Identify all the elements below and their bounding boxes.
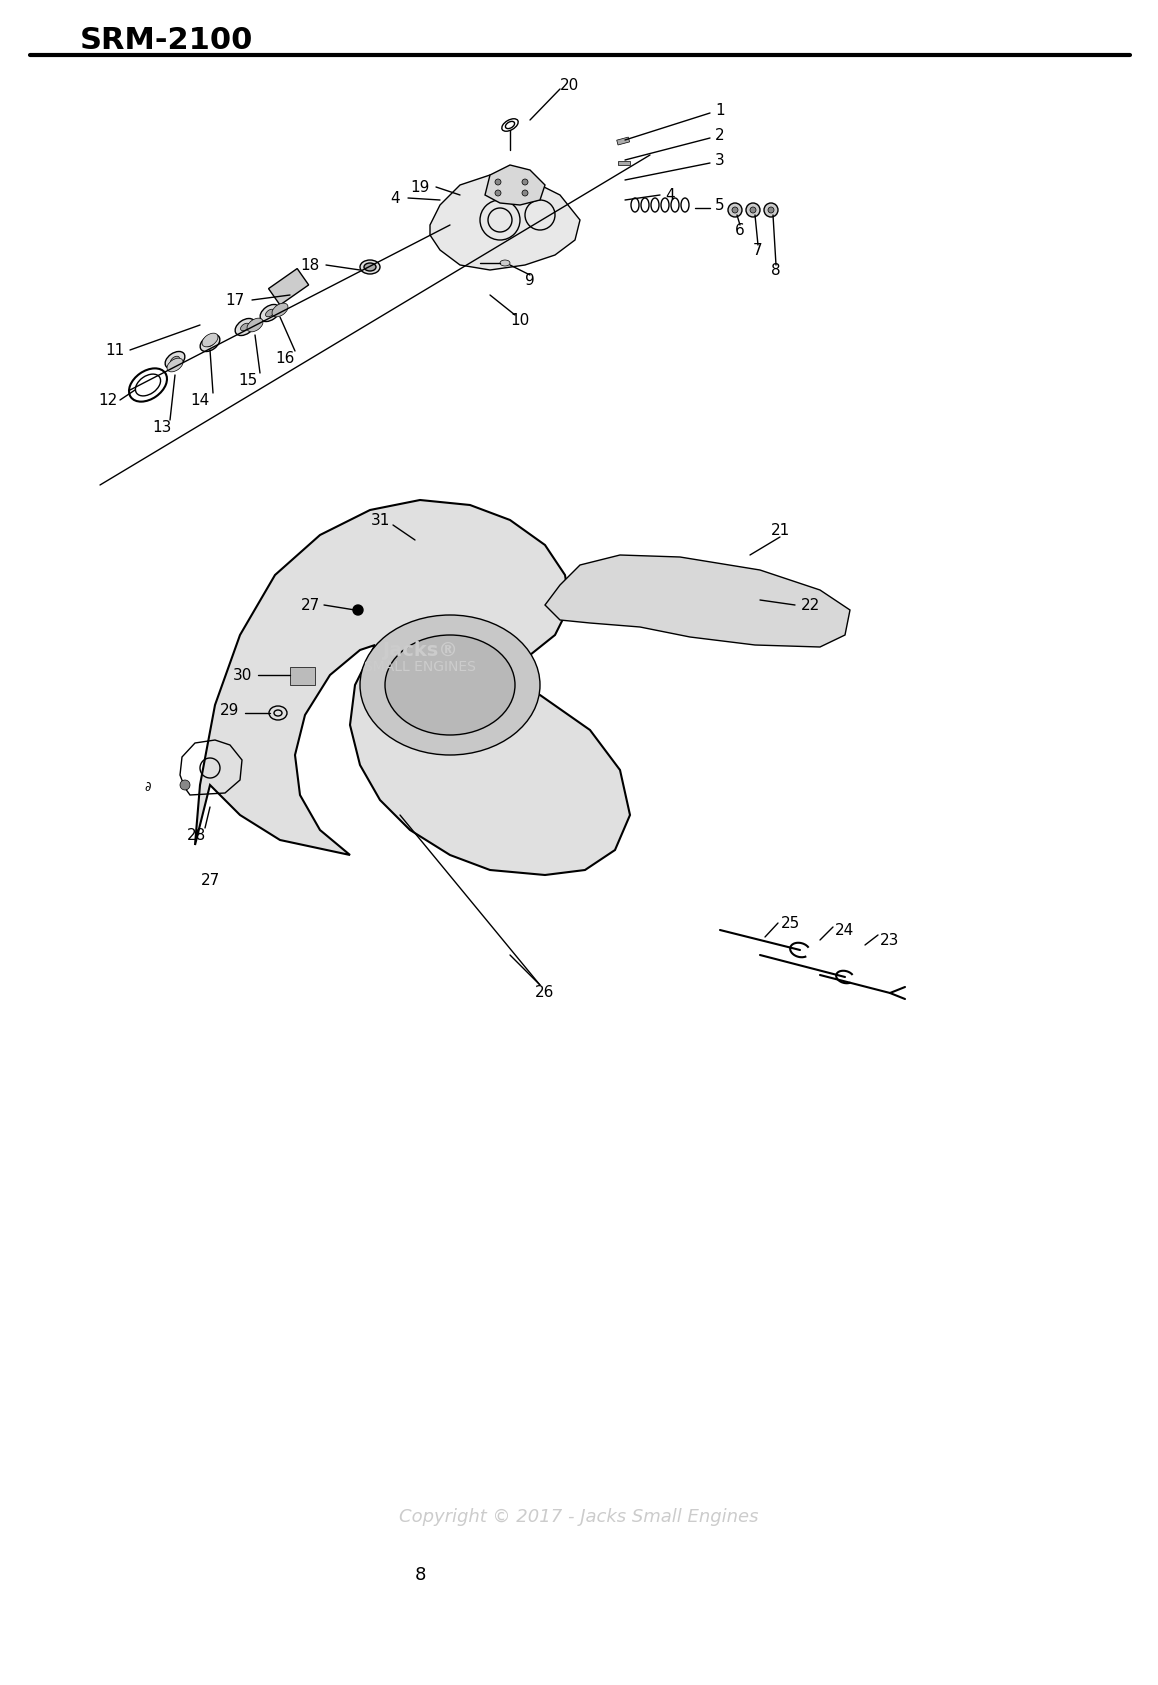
Circle shape [494, 179, 501, 185]
Text: 8: 8 [771, 263, 780, 278]
Text: 4: 4 [665, 187, 675, 202]
Text: 31: 31 [371, 512, 390, 527]
Text: 2: 2 [716, 128, 725, 143]
Text: 25: 25 [780, 915, 800, 930]
Ellipse shape [261, 305, 280, 322]
Text: 17: 17 [226, 293, 244, 307]
Ellipse shape [384, 635, 515, 735]
Ellipse shape [500, 259, 510, 266]
Text: 28: 28 [186, 827, 206, 842]
Text: Jacks®: Jacks® [382, 640, 457, 659]
Text: 19: 19 [410, 180, 430, 194]
Ellipse shape [235, 318, 255, 335]
Text: 1: 1 [716, 103, 725, 118]
Bar [269, 268, 309, 305]
Text: 5: 5 [716, 197, 725, 212]
Ellipse shape [265, 310, 274, 317]
Text: SMALL ENGINES: SMALL ENGINES [364, 661, 476, 674]
Ellipse shape [200, 335, 220, 352]
Text: SRM-2100: SRM-2100 [80, 25, 254, 54]
Ellipse shape [247, 318, 263, 332]
Circle shape [732, 207, 738, 212]
Circle shape [353, 605, 362, 615]
Ellipse shape [364, 263, 376, 271]
Ellipse shape [272, 303, 288, 317]
Text: 7: 7 [753, 243, 763, 258]
Text: 6: 6 [735, 222, 745, 238]
Circle shape [494, 190, 501, 195]
Circle shape [728, 202, 742, 217]
Ellipse shape [360, 259, 380, 275]
Text: 27: 27 [300, 598, 320, 613]
Text: 27: 27 [200, 873, 220, 888]
Ellipse shape [360, 615, 540, 755]
Circle shape [768, 207, 774, 212]
Text: 13: 13 [153, 420, 171, 435]
Circle shape [522, 179, 528, 185]
Text: 11: 11 [105, 342, 125, 357]
Text: 29: 29 [220, 703, 240, 718]
Ellipse shape [166, 352, 185, 369]
Text: 30: 30 [233, 667, 251, 682]
Polygon shape [545, 554, 850, 647]
Bar [290, 667, 315, 686]
Circle shape [764, 202, 778, 217]
Circle shape [179, 780, 190, 790]
Circle shape [746, 202, 760, 217]
Ellipse shape [170, 356, 179, 364]
Ellipse shape [206, 339, 214, 347]
Circle shape [750, 207, 756, 212]
Text: ∂: ∂ [145, 780, 152, 794]
Text: 3: 3 [716, 153, 725, 167]
Text: 8: 8 [415, 1565, 426, 1584]
Text: 10: 10 [511, 312, 529, 327]
Text: Copyright © 2017 - Jacks Small Engines: Copyright © 2017 - Jacks Small Engines [400, 1508, 758, 1527]
Text: 9: 9 [525, 273, 535, 288]
Text: 20: 20 [560, 78, 579, 93]
Text: 15: 15 [239, 372, 257, 388]
Ellipse shape [241, 324, 249, 330]
Text: 16: 16 [276, 350, 294, 366]
Bar [618, 162, 630, 165]
Text: 14: 14 [190, 393, 210, 408]
Text: 23: 23 [880, 932, 900, 947]
Circle shape [522, 190, 528, 195]
Text: 4: 4 [390, 190, 400, 206]
Text: 21: 21 [770, 522, 790, 538]
Text: 22: 22 [800, 598, 820, 613]
Ellipse shape [201, 334, 218, 347]
Text: 18: 18 [300, 258, 320, 273]
Text: 26: 26 [535, 984, 555, 999]
Text: 12: 12 [98, 393, 118, 408]
Text: 24: 24 [835, 922, 855, 937]
Ellipse shape [167, 359, 183, 372]
Polygon shape [485, 165, 545, 206]
Bar [617, 136, 630, 145]
Polygon shape [195, 500, 630, 875]
Polygon shape [430, 175, 580, 270]
